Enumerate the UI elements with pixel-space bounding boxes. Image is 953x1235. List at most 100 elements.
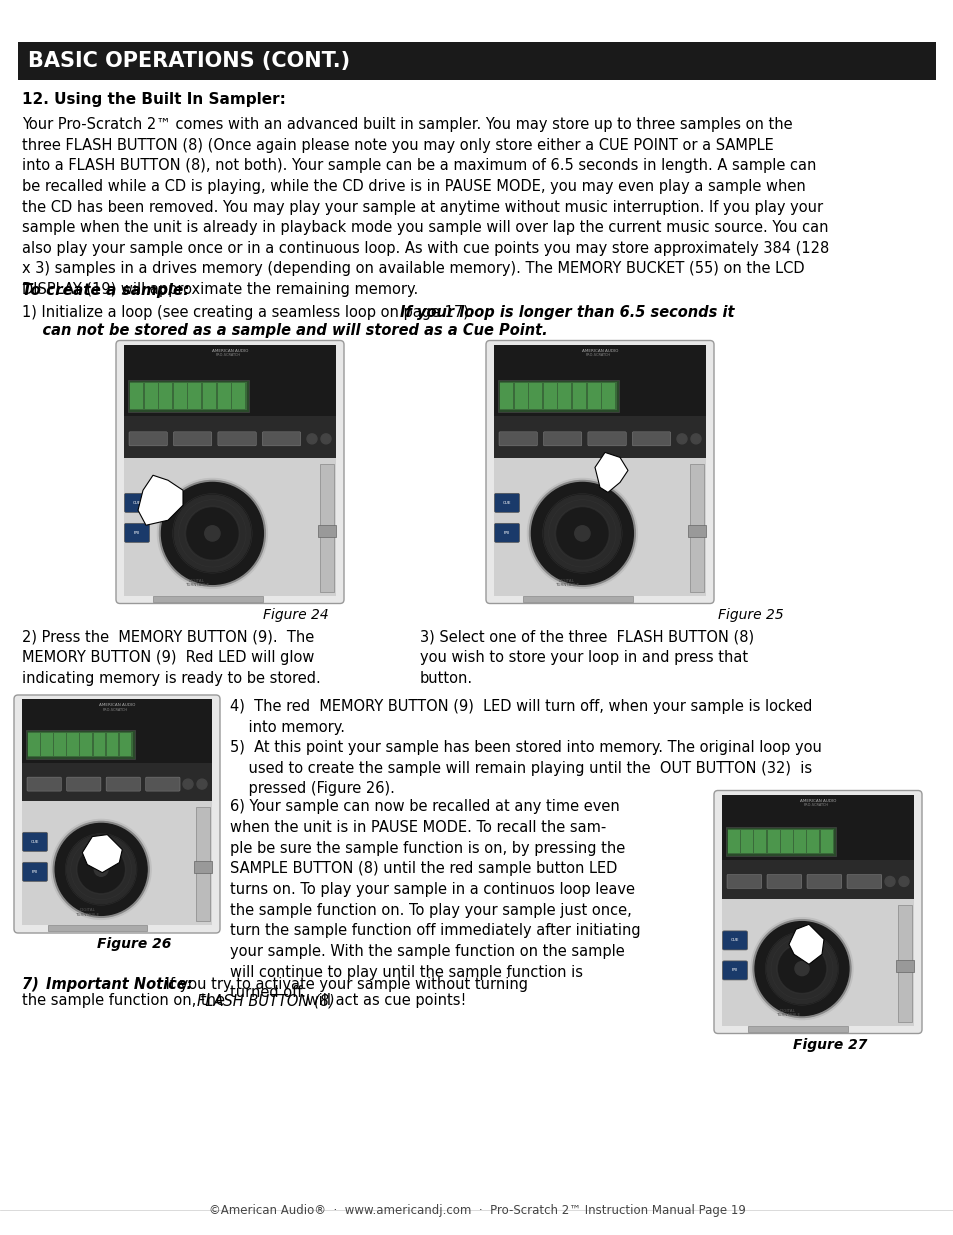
FancyBboxPatch shape xyxy=(846,874,881,888)
Bar xyxy=(897,904,911,1021)
FancyBboxPatch shape xyxy=(106,777,140,792)
Text: 2) Press the  MEMORY BUTTON (9).  The
MEMORY BUTTON (9)  Red LED will glow
indic: 2) Press the MEMORY BUTTON (9). The MEMO… xyxy=(22,630,320,685)
Bar xyxy=(203,383,216,409)
Bar xyxy=(120,734,132,756)
FancyBboxPatch shape xyxy=(485,341,713,604)
FancyBboxPatch shape xyxy=(543,432,581,446)
Bar xyxy=(159,383,172,409)
Text: BASIC OPERATIONS (CONT.): BASIC OPERATIONS (CONT.) xyxy=(28,51,350,70)
Bar xyxy=(601,383,615,409)
Bar xyxy=(514,383,527,409)
FancyBboxPatch shape xyxy=(766,874,801,888)
Bar xyxy=(22,699,212,763)
Text: ©American Audio®  ·  www.americandj.com  ·  Pro-Scratch 2™ Instruction Manual Pa: ©American Audio® · www.americandj.com · … xyxy=(209,1204,744,1216)
Polygon shape xyxy=(82,835,122,873)
Text: CUE: CUE xyxy=(30,840,39,844)
Bar xyxy=(725,826,835,856)
Circle shape xyxy=(183,779,193,789)
Bar xyxy=(217,383,231,409)
Bar xyxy=(26,730,134,760)
Bar xyxy=(494,458,705,595)
Circle shape xyxy=(754,921,848,1015)
Circle shape xyxy=(53,821,149,918)
Bar xyxy=(124,458,335,595)
FancyBboxPatch shape xyxy=(806,874,841,888)
FancyBboxPatch shape xyxy=(632,432,670,446)
Text: AMERICAN AUDIO: AMERICAN AUDIO xyxy=(99,703,135,706)
Bar xyxy=(499,382,617,410)
Circle shape xyxy=(690,433,700,443)
Circle shape xyxy=(55,824,147,915)
Bar xyxy=(189,383,201,409)
Polygon shape xyxy=(788,924,823,965)
FancyBboxPatch shape xyxy=(262,432,300,446)
FancyBboxPatch shape xyxy=(23,862,48,882)
Bar xyxy=(794,830,805,853)
Text: 6) Your sample can now be recalled at any time even
when the unit is in PAUSE MO: 6) Your sample can now be recalled at an… xyxy=(230,799,640,1000)
Text: P/II: P/II xyxy=(31,869,38,874)
Bar xyxy=(233,383,245,409)
Bar xyxy=(22,763,212,805)
Circle shape xyxy=(527,478,637,588)
Text: AMERICAN AUDIO: AMERICAN AUDIO xyxy=(212,348,248,352)
Text: To create a sample:: To create a sample: xyxy=(22,284,190,299)
FancyBboxPatch shape xyxy=(494,524,519,542)
Bar xyxy=(494,345,705,416)
FancyBboxPatch shape xyxy=(713,790,921,1034)
Text: Your Pro-Scratch 2™ comes with an advanced built in sampler. You may store up to: Your Pro-Scratch 2™ comes with an advanc… xyxy=(22,117,828,298)
Bar xyxy=(689,464,703,592)
Bar xyxy=(754,830,765,853)
Bar xyxy=(152,595,263,601)
Bar xyxy=(145,383,157,409)
Bar xyxy=(767,830,779,853)
Bar xyxy=(130,382,247,410)
Text: AMERICAN AUDIO: AMERICAN AUDIO xyxy=(799,799,836,803)
FancyBboxPatch shape xyxy=(125,493,150,513)
Text: DIGITAL
TURNTABLE: DIGITAL TURNTABLE xyxy=(185,579,209,588)
Circle shape xyxy=(543,495,620,572)
Circle shape xyxy=(677,433,686,443)
FancyBboxPatch shape xyxy=(217,432,256,446)
Bar xyxy=(18,42,935,80)
FancyBboxPatch shape xyxy=(146,777,180,792)
Circle shape xyxy=(159,480,265,587)
Bar xyxy=(54,734,66,756)
FancyBboxPatch shape xyxy=(494,493,519,513)
Bar xyxy=(806,830,819,853)
Bar xyxy=(93,734,105,756)
Text: the sample function on, the: the sample function on, the xyxy=(22,993,230,1008)
Polygon shape xyxy=(138,475,183,525)
Circle shape xyxy=(320,433,331,443)
Bar xyxy=(781,830,792,853)
Bar xyxy=(543,383,557,409)
Bar xyxy=(820,830,832,853)
Bar xyxy=(48,925,147,931)
Text: PRO-SCRATCH: PRO-SCRATCH xyxy=(102,708,128,713)
Bar xyxy=(193,861,212,873)
Bar xyxy=(124,345,335,416)
FancyBboxPatch shape xyxy=(23,832,48,851)
Text: CUE: CUE xyxy=(502,501,511,505)
FancyBboxPatch shape xyxy=(67,777,101,792)
FancyBboxPatch shape xyxy=(173,432,212,446)
Bar xyxy=(747,1025,847,1031)
Bar xyxy=(558,383,571,409)
Bar xyxy=(494,416,705,462)
Circle shape xyxy=(778,945,824,992)
Circle shape xyxy=(196,779,207,789)
Circle shape xyxy=(529,480,635,587)
Text: P/II: P/II xyxy=(133,531,140,535)
Circle shape xyxy=(205,526,220,541)
Text: Important Notice:: Important Notice: xyxy=(46,977,193,992)
Text: will act as cue points!: will act as cue points! xyxy=(302,993,466,1008)
FancyBboxPatch shape xyxy=(27,777,61,792)
FancyBboxPatch shape xyxy=(721,961,747,979)
Circle shape xyxy=(78,846,124,893)
Text: 4)  The red  MEMORY BUTTON (9)  LED will turn off, when your sample is locked
  : 4) The red MEMORY BUTTON (9) LED will tu… xyxy=(230,699,812,735)
Bar xyxy=(721,861,913,903)
Text: Figure 25: Figure 25 xyxy=(718,608,783,621)
Polygon shape xyxy=(595,452,627,493)
Text: CUE: CUE xyxy=(730,939,739,942)
Text: AMERICAN AUDIO: AMERICAN AUDIO xyxy=(581,348,618,352)
FancyBboxPatch shape xyxy=(129,432,167,446)
